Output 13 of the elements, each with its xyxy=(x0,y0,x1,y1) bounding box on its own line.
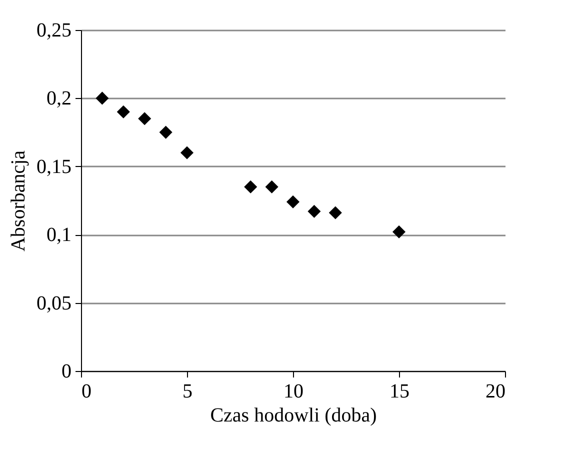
y-tick-label: 0,1 xyxy=(46,224,72,246)
x-tick-label: 5 xyxy=(182,380,192,402)
x-tick-label: 10 xyxy=(284,380,304,402)
y-tick-label: 0,05 xyxy=(36,292,72,314)
x-tick-label: 0 xyxy=(82,380,92,402)
y-axis-title: Absorbancja xyxy=(8,150,30,252)
y-tick-label: 0,15 xyxy=(36,156,72,178)
y-tick-label: 0,2 xyxy=(46,88,72,110)
x-axis-title: Czas hodowli (doba) xyxy=(210,404,377,426)
x-tick-label: 20 xyxy=(486,380,506,402)
y-tick-label: 0 xyxy=(62,360,72,382)
x-tick-label: 15 xyxy=(390,380,410,402)
y-tick-label: 0,25 xyxy=(36,20,72,42)
